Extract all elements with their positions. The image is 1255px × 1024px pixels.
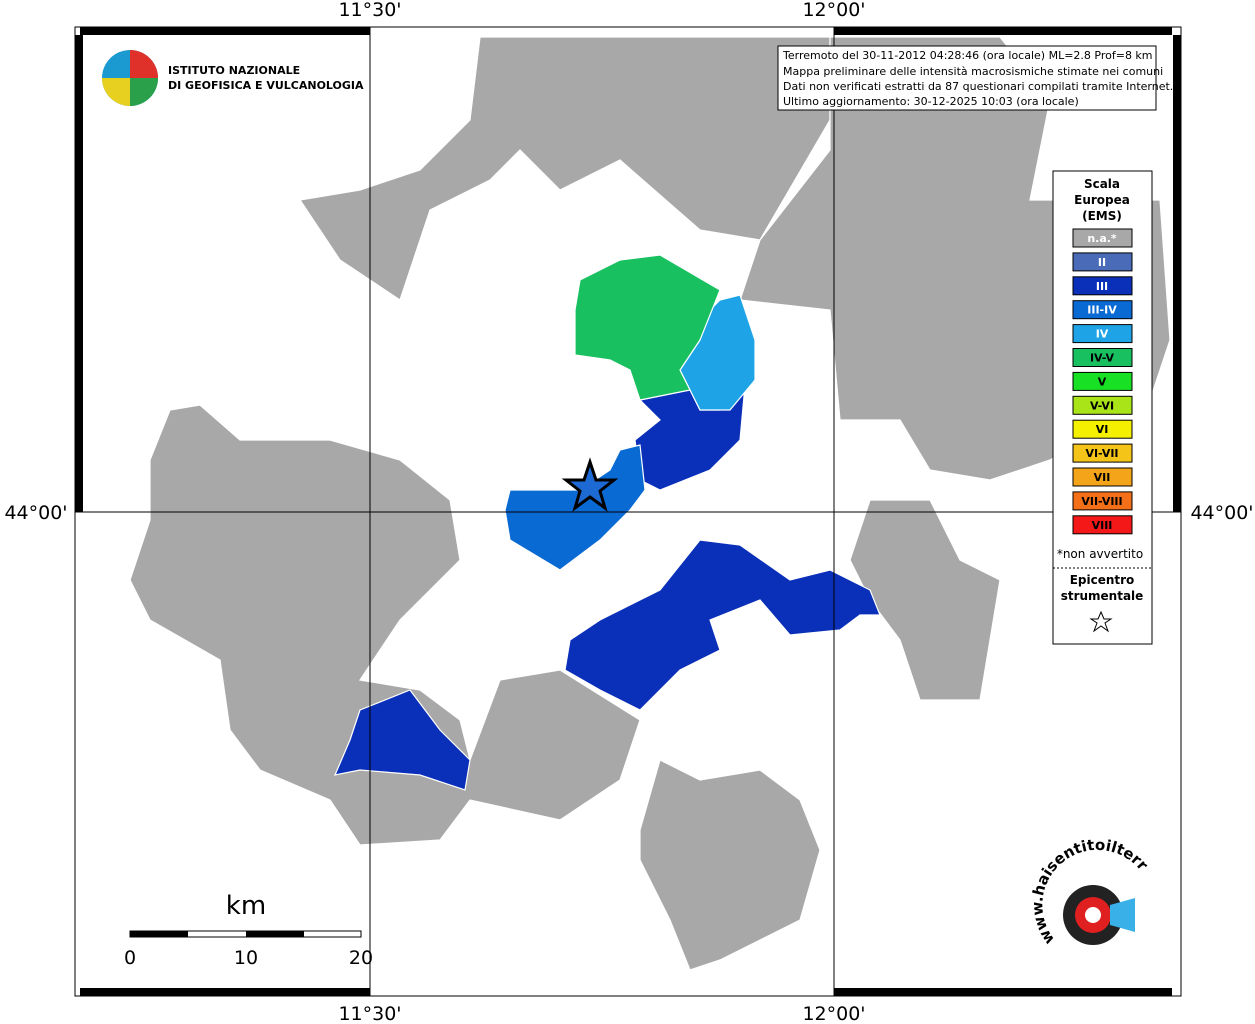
regions — [129, 36, 1171, 971]
lon-label: 12°00' — [802, 1003, 865, 1024]
legend-swatch — [1072, 276, 1133, 296]
scale-unit: km — [226, 891, 266, 921]
legend-label: VII — [1094, 471, 1111, 484]
scale-label: 0 — [124, 947, 136, 969]
info-line: Ultimo aggiornamento: 30-12-2025 10:03 (… — [783, 95, 1079, 108]
lon-label: 11°30' — [338, 1003, 401, 1024]
institute: DI GEOFISICA E VULCANOLOGIA — [168, 79, 364, 92]
legend-swatch — [1072, 491, 1133, 511]
legend-swatch — [1072, 515, 1133, 535]
legend-label: VII-VIII — [1081, 495, 1122, 508]
region — [564, 539, 881, 711]
legend-epi: strumentale — [1061, 589, 1144, 603]
legend: Scala Europea (EMS) *non avvertito Epice… — [1053, 177, 1152, 633]
scale-label: 20 — [349, 947, 373, 969]
legend-label: V-VI — [1090, 399, 1114, 412]
scale-seg — [130, 931, 188, 937]
info-line: Mappa preliminare delle intensità macros… — [783, 65, 1163, 78]
legend-swatch — [1072, 252, 1133, 272]
legend-title: (EMS) — [1082, 209, 1122, 223]
info-line: Terremoto del 30-11-2012 04:28:46 (ora l… — [782, 49, 1153, 62]
scale-seg — [246, 931, 304, 937]
legend-label: VIII — [1092, 519, 1113, 532]
legend-swatch — [1072, 300, 1133, 320]
frame-ticks — [75, 27, 1181, 996]
logo-globe — [102, 78, 130, 106]
legend-label: VI — [1096, 423, 1109, 436]
scale-bar: km 0 10 20 — [124, 891, 373, 969]
lon-label: 12°00' — [802, 0, 865, 21]
legend-label: IV — [1096, 328, 1109, 341]
logo-globe — [130, 50, 158, 78]
lat-label: 44°00' — [4, 502, 67, 524]
graticule — [75, 27, 1181, 996]
legend-swatch — [1072, 228, 1133, 248]
region — [849, 499, 1001, 701]
logo-circle — [1085, 907, 1101, 923]
legend-swatch — [1072, 443, 1133, 463]
legend-label: III — [1096, 280, 1108, 293]
legend-swatch — [1072, 348, 1133, 367]
scale-label: 10 — [234, 947, 258, 969]
legend-label: V — [1098, 375, 1107, 388]
tick-band — [834, 27, 1172, 35]
region — [639, 759, 821, 971]
legend-label: IV-V — [1090, 352, 1115, 365]
lon-label: 11°30' — [338, 0, 401, 21]
logo-horn — [1110, 898, 1135, 932]
region — [129, 404, 641, 846]
legend-swatch — [1072, 324, 1133, 344]
region — [574, 254, 721, 401]
tick-band — [834, 988, 1172, 996]
legend-note: *non avvertito — [1057, 547, 1143, 561]
legend-swatch — [1072, 467, 1133, 487]
legend-swatch — [1072, 419, 1133, 439]
tick-band — [80, 27, 370, 35]
info-line: Dati non verificati estratti da 87 quest… — [783, 80, 1173, 93]
legend-star — [1089, 610, 1113, 633]
legend-swatch — [1072, 371, 1133, 391]
legend-label: III-IV — [1087, 304, 1117, 317]
region — [333, 689, 471, 791]
institute: ISTITUTO NAZIONALE — [168, 64, 300, 77]
info: Terremoto del 30-11-2012 04:28:46 (ora l… — [782, 49, 1173, 108]
legend-label: VI-VII — [1085, 447, 1118, 460]
tick-band — [80, 988, 370, 996]
legend-swatch — [1072, 395, 1133, 415]
ingv-logo: ISTITUTO NAZIONALE DI GEOFISICA E VULCAN… — [102, 50, 364, 106]
lat-label: 44°00' — [1190, 502, 1253, 524]
region — [298, 36, 831, 301]
logo-globe — [130, 78, 158, 106]
legend-epi: Epicentro — [1070, 573, 1135, 587]
frame-border — [74, 26, 1182, 997]
epicenter — [561, 457, 619, 512]
info-box — [777, 45, 1157, 111]
legend-title: Europea — [1074, 193, 1130, 207]
legend-label: II — [1098, 256, 1106, 269]
legend-label: n.a.* — [1087, 232, 1117, 245]
legend-title: Scala — [1084, 177, 1120, 191]
tick-band — [75, 35, 83, 512]
tick-band — [1173, 35, 1181, 512]
